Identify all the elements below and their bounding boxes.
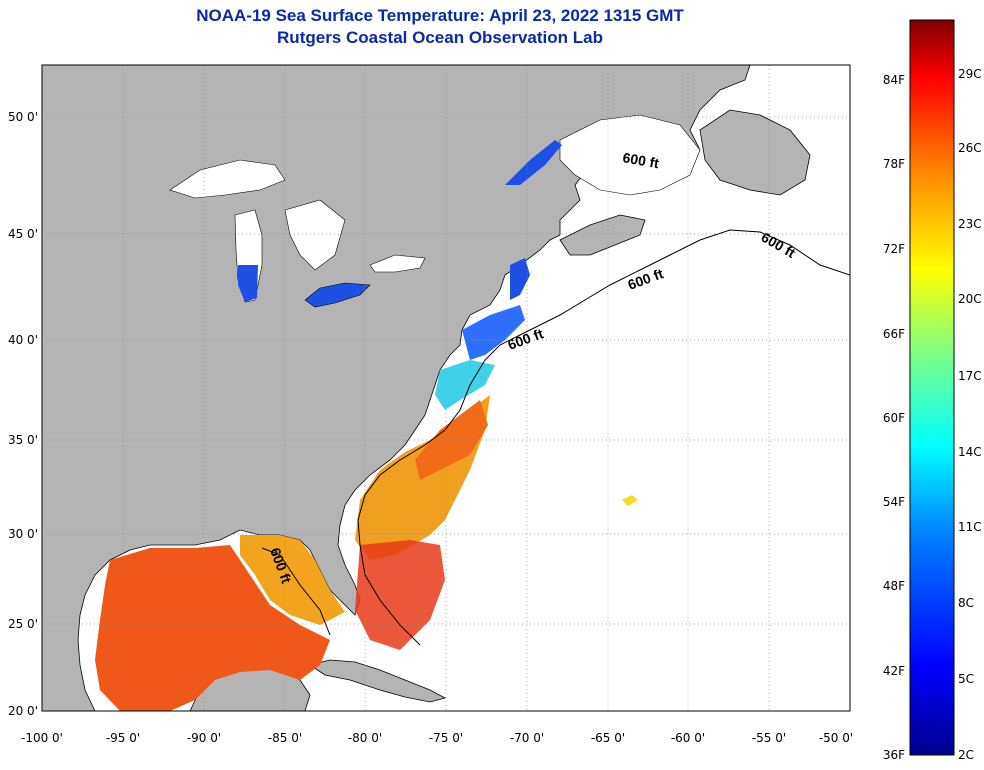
colorbar-c-label: 14C: [958, 445, 982, 459]
colorbar-f-label: 60F: [883, 411, 905, 425]
mid-atlantic-cold: [462, 305, 525, 360]
colorbar-f-label: 84F: [883, 73, 905, 87]
lon-tick-label: -90 0': [187, 731, 221, 745]
cuba-land: [309, 659, 447, 703]
colorbar-f-label: 42F: [883, 664, 905, 678]
lat-tick-label: 30 0': [8, 527, 38, 541]
lon-tick-label: -70 0': [510, 731, 544, 745]
lake-michigan-cold: [238, 265, 258, 302]
colorbar-f-label: 66F: [883, 327, 905, 341]
map-subtitle: Rutgers Coastal Ocean Observation Lab: [277, 28, 603, 47]
lat-tick-label: 50 0': [8, 110, 38, 124]
colorbar-f-label: 48F: [883, 579, 905, 593]
colorbar-f-label: 54F: [883, 495, 905, 509]
lon-tick-label: -80 0': [348, 731, 382, 745]
lat-tick-label: 35 0': [8, 433, 38, 447]
lake-superior: [169, 159, 286, 199]
colorbar-c-label: 2C: [958, 748, 974, 762]
lon-tick-label: -60 0': [671, 731, 705, 745]
gulf-of-mexico-orange: [240, 535, 345, 625]
lon-tick-label: -85 0': [268, 731, 302, 745]
lon-tick-label: -65 0': [591, 731, 625, 745]
lon-tick-label: -75 0': [429, 731, 463, 745]
lon-axis: -100 0' -95 0' -90 0' -85 0' -80 0' -75 …: [21, 731, 853, 745]
nova-scotia-land: [559, 214, 646, 256]
lat-tick-label: 25 0': [8, 617, 38, 631]
lat-tick-label: 40 0': [8, 333, 38, 347]
colorbar-c-labels: 29C 26C 23C 20C 17C 14C 11C 8C 5C 2C: [958, 67, 982, 762]
lon-tick-label: -100 0': [21, 731, 63, 745]
map-title: NOAA-19 Sea Surface Temperature: April 2…: [196, 6, 684, 25]
colorbar-c-label: 26C: [958, 141, 982, 155]
lake-ontario: [369, 254, 426, 273]
lat-tick-label: 20 0': [8, 704, 38, 718]
lake-huron: [284, 199, 346, 271]
colorbar-c-label: 5C: [958, 672, 974, 686]
contour-label-600ft: 600 ft: [621, 149, 660, 171]
gulf-st-lawrence: [559, 114, 701, 196]
contour-600ft-gulf: [261, 547, 331, 636]
lon-tick-label: -50 0': [819, 731, 853, 745]
st-lawrence-cold: [505, 140, 562, 185]
atlantic-warm-patch: [355, 540, 445, 650]
newfoundland-land: [699, 109, 811, 196]
colorbar-c-label: 8C: [958, 596, 974, 610]
colorbar: [909, 19, 955, 756]
lat-tick-label: 45 0': [8, 227, 38, 241]
gulf-stream-core: [415, 400, 488, 480]
mid-atlantic-cyan: [435, 360, 495, 410]
lat-axis: 50 0' 45 0' 40 0' 35 0' 30 0' 25 0' 20 0…: [8, 110, 38, 718]
contour-600ft-line: [357, 229, 850, 646]
graticule: [42, 65, 850, 711]
colorbar-f-label: 36F: [883, 748, 905, 762]
lon-tick-label: -95 0': [106, 731, 140, 745]
gulf-of-mexico-red: [95, 545, 330, 711]
lon-tick-label: -55 0': [752, 731, 786, 745]
map-area: 600 ft 600 ft 600 ft 600 ft 600 ft: [42, 65, 850, 711]
colorbar-f-label: 78F: [883, 157, 905, 171]
colorbar-f-labels: 84F 78F 72F 66F 60F 54F 48F 42F 36F: [883, 73, 905, 762]
colorbar-c-label: 17C: [958, 369, 982, 383]
colorbar-c-label: 29C: [958, 67, 982, 81]
offshore-warm-spot: [622, 495, 638, 506]
colorbar-c-label: 20C: [958, 292, 982, 306]
colorbar-c-label: 11C: [958, 520, 982, 534]
gulf-of-maine-cold: [510, 258, 530, 300]
map-frame: [41, 64, 851, 712]
colorbar-f-label: 72F: [883, 242, 905, 256]
colorbar-c-label: 23C: [958, 217, 982, 231]
